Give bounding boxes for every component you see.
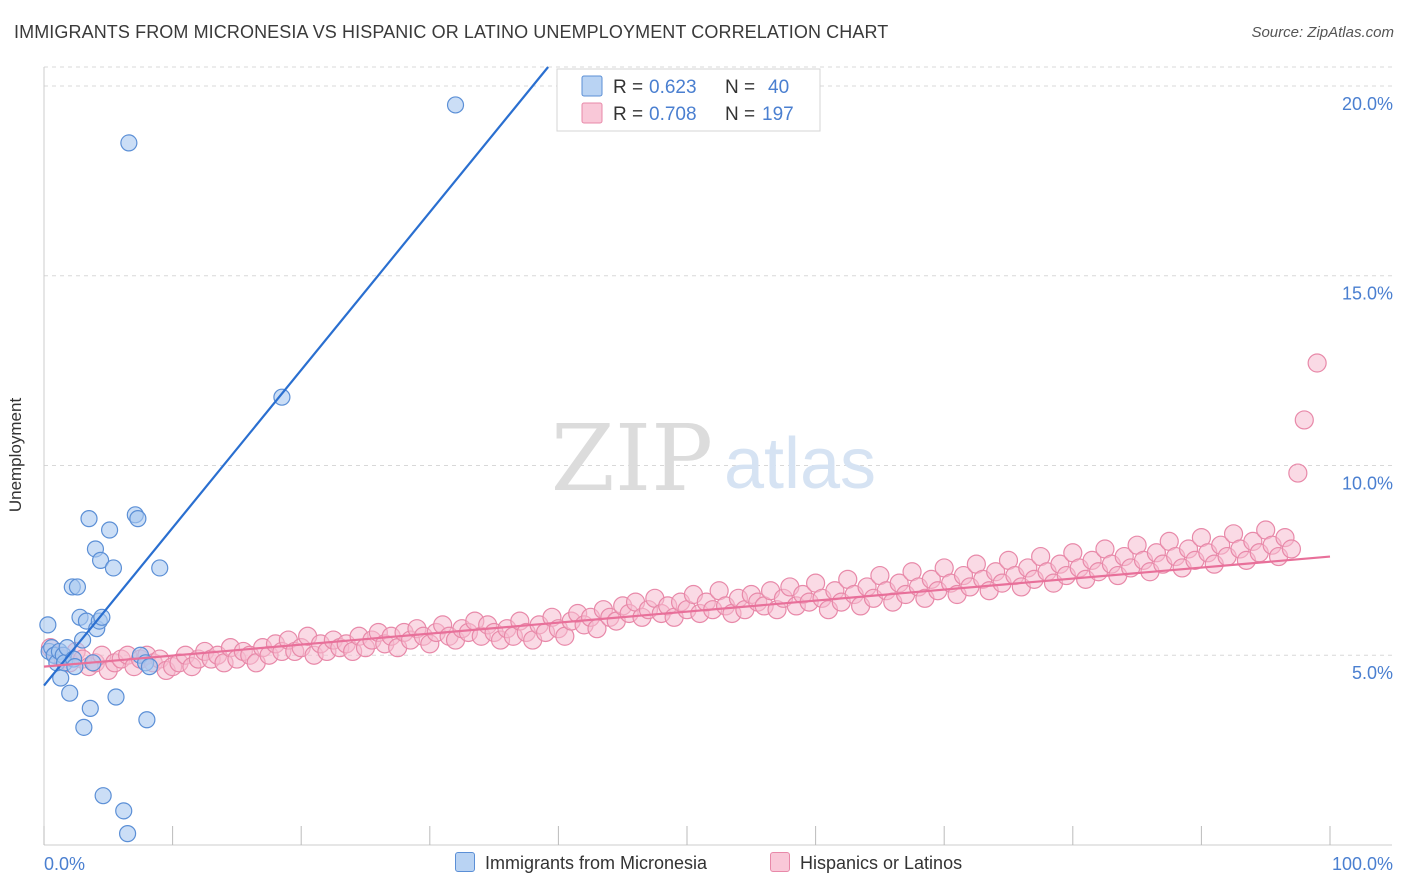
hispanic-point xyxy=(1294,410,1314,430)
micronesia-point xyxy=(81,699,99,717)
legend-n-value-2: 197 xyxy=(762,104,794,125)
y-tick-label-0: 5.0% xyxy=(1352,663,1393,683)
legend-item-micronesia: Immigrants from Micronesia xyxy=(455,852,707,874)
legend-swatch-pink xyxy=(581,102,603,124)
micronesia-point xyxy=(120,134,138,152)
micronesia-point xyxy=(446,96,465,114)
x-tick-labels: 0.0% 100.0% xyxy=(44,854,1393,874)
micronesia-point xyxy=(104,559,123,577)
watermark-zip: ZIP xyxy=(551,405,713,512)
micronesia-point xyxy=(61,684,79,702)
hispanic-point xyxy=(1307,353,1327,373)
y-tick-labels: 5.0% 10.0% 15.0% 20.0% xyxy=(1342,94,1393,683)
micronesia-point xyxy=(118,825,137,843)
hispanic-point xyxy=(1288,463,1308,483)
micronesia-point xyxy=(129,510,147,528)
micronesia-point xyxy=(151,559,169,577)
micronesia-point xyxy=(273,388,291,406)
micronesia-point xyxy=(66,658,84,676)
hispanic-point xyxy=(1281,539,1302,559)
x-tick-label-1: 100.0% xyxy=(1332,854,1393,874)
hispanic-points xyxy=(40,353,1327,681)
y-tick-label-1: 10.0% xyxy=(1342,473,1393,493)
legend-label-micronesia: Immigrants from Micronesia xyxy=(485,853,708,873)
micronesia-point xyxy=(138,711,156,729)
micronesia-point xyxy=(39,616,57,634)
micronesia-point xyxy=(80,510,98,528)
trend-lines xyxy=(43,66,1331,687)
micronesia-point xyxy=(94,787,112,805)
y-tick-label-2: 15.0% xyxy=(1342,284,1393,304)
legend-n-label-1: N = xyxy=(725,77,755,98)
watermark-atlas: atlas xyxy=(724,424,876,504)
micronesia-point xyxy=(115,802,133,820)
legend-n-label-2: N = xyxy=(725,104,755,125)
micronesia-point xyxy=(100,521,119,539)
legend-item-hispanic: Hispanics or Latinos xyxy=(770,852,962,874)
legend-r-label-1: R = xyxy=(613,77,643,98)
x-tick-label-0: 0.0% xyxy=(44,854,85,874)
legend-label-hispanic: Hispanics or Latinos xyxy=(800,853,963,873)
micronesia-point xyxy=(107,688,125,706)
micronesia-point xyxy=(68,578,87,596)
legend-r-label-2: R = xyxy=(613,104,643,125)
legend-swatch-blue xyxy=(581,75,603,97)
micronesia-point xyxy=(75,718,93,736)
legend-swatch-micronesia xyxy=(455,852,475,872)
micronesia-point xyxy=(93,608,111,626)
micronesia-points xyxy=(39,96,465,843)
legend-r-value-1: 0.623 xyxy=(649,77,697,98)
hispanic-trend-line xyxy=(43,555,1331,668)
legend-n-value-1: 40 xyxy=(768,77,789,98)
legend-top: R = 0.623 N = 40 R = 0.708 N = 197 xyxy=(556,68,821,132)
micronesia-trend-line xyxy=(43,66,549,687)
watermark: ZIP atlas xyxy=(551,405,876,512)
chart-title: IMMIGRANTS FROM MICRONESIA VS HISPANIC O… xyxy=(14,22,889,42)
x-ticks xyxy=(43,826,1331,845)
gridlines xyxy=(44,66,1392,656)
axes xyxy=(43,67,1392,846)
micronesia-point xyxy=(91,551,110,569)
source-label: Source: ZipAtlas.com xyxy=(1251,24,1394,41)
y-tick-label-3: 20.0% xyxy=(1342,94,1393,114)
micronesia-point xyxy=(140,658,159,676)
legend-r-value-2: 0.708 xyxy=(649,104,697,125)
legend-swatch-hispanic xyxy=(770,852,790,872)
